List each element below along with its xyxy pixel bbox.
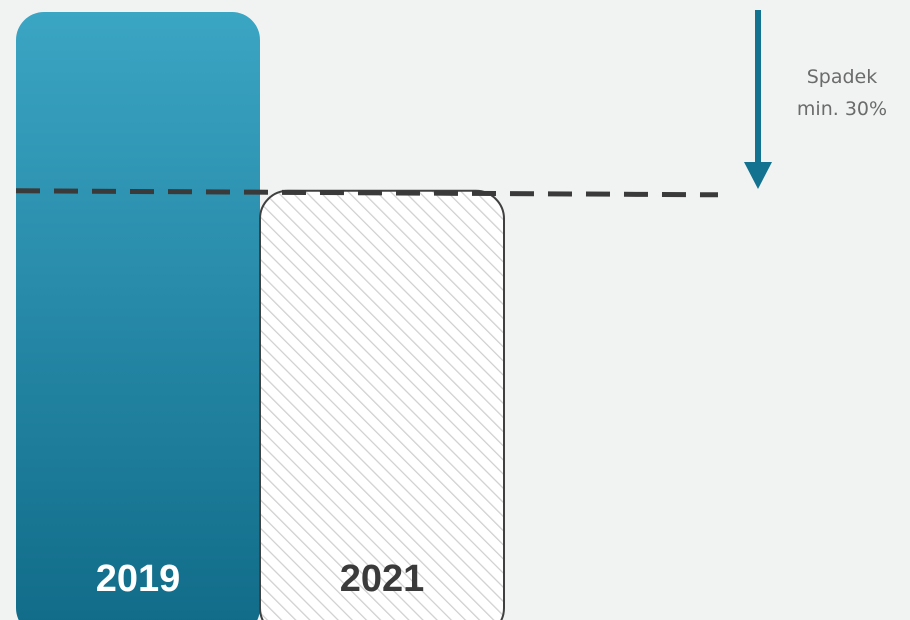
bar-label-2019: 2019 [96, 558, 181, 600]
annotation: Spadek min. 30% [744, 10, 887, 189]
bar-2019 [16, 12, 260, 620]
annotation-line-2: min. 30% [797, 98, 887, 120]
arrow-down-icon [744, 162, 772, 189]
threshold-dashed-line [15, 188, 719, 198]
bars [16, 12, 505, 620]
bar-2021 [259, 189, 505, 620]
bar-labels: 2019 2021 [96, 558, 425, 600]
bar-label-2021: 2021 [340, 558, 425, 600]
annotation-line-1: Spadek [807, 66, 878, 88]
